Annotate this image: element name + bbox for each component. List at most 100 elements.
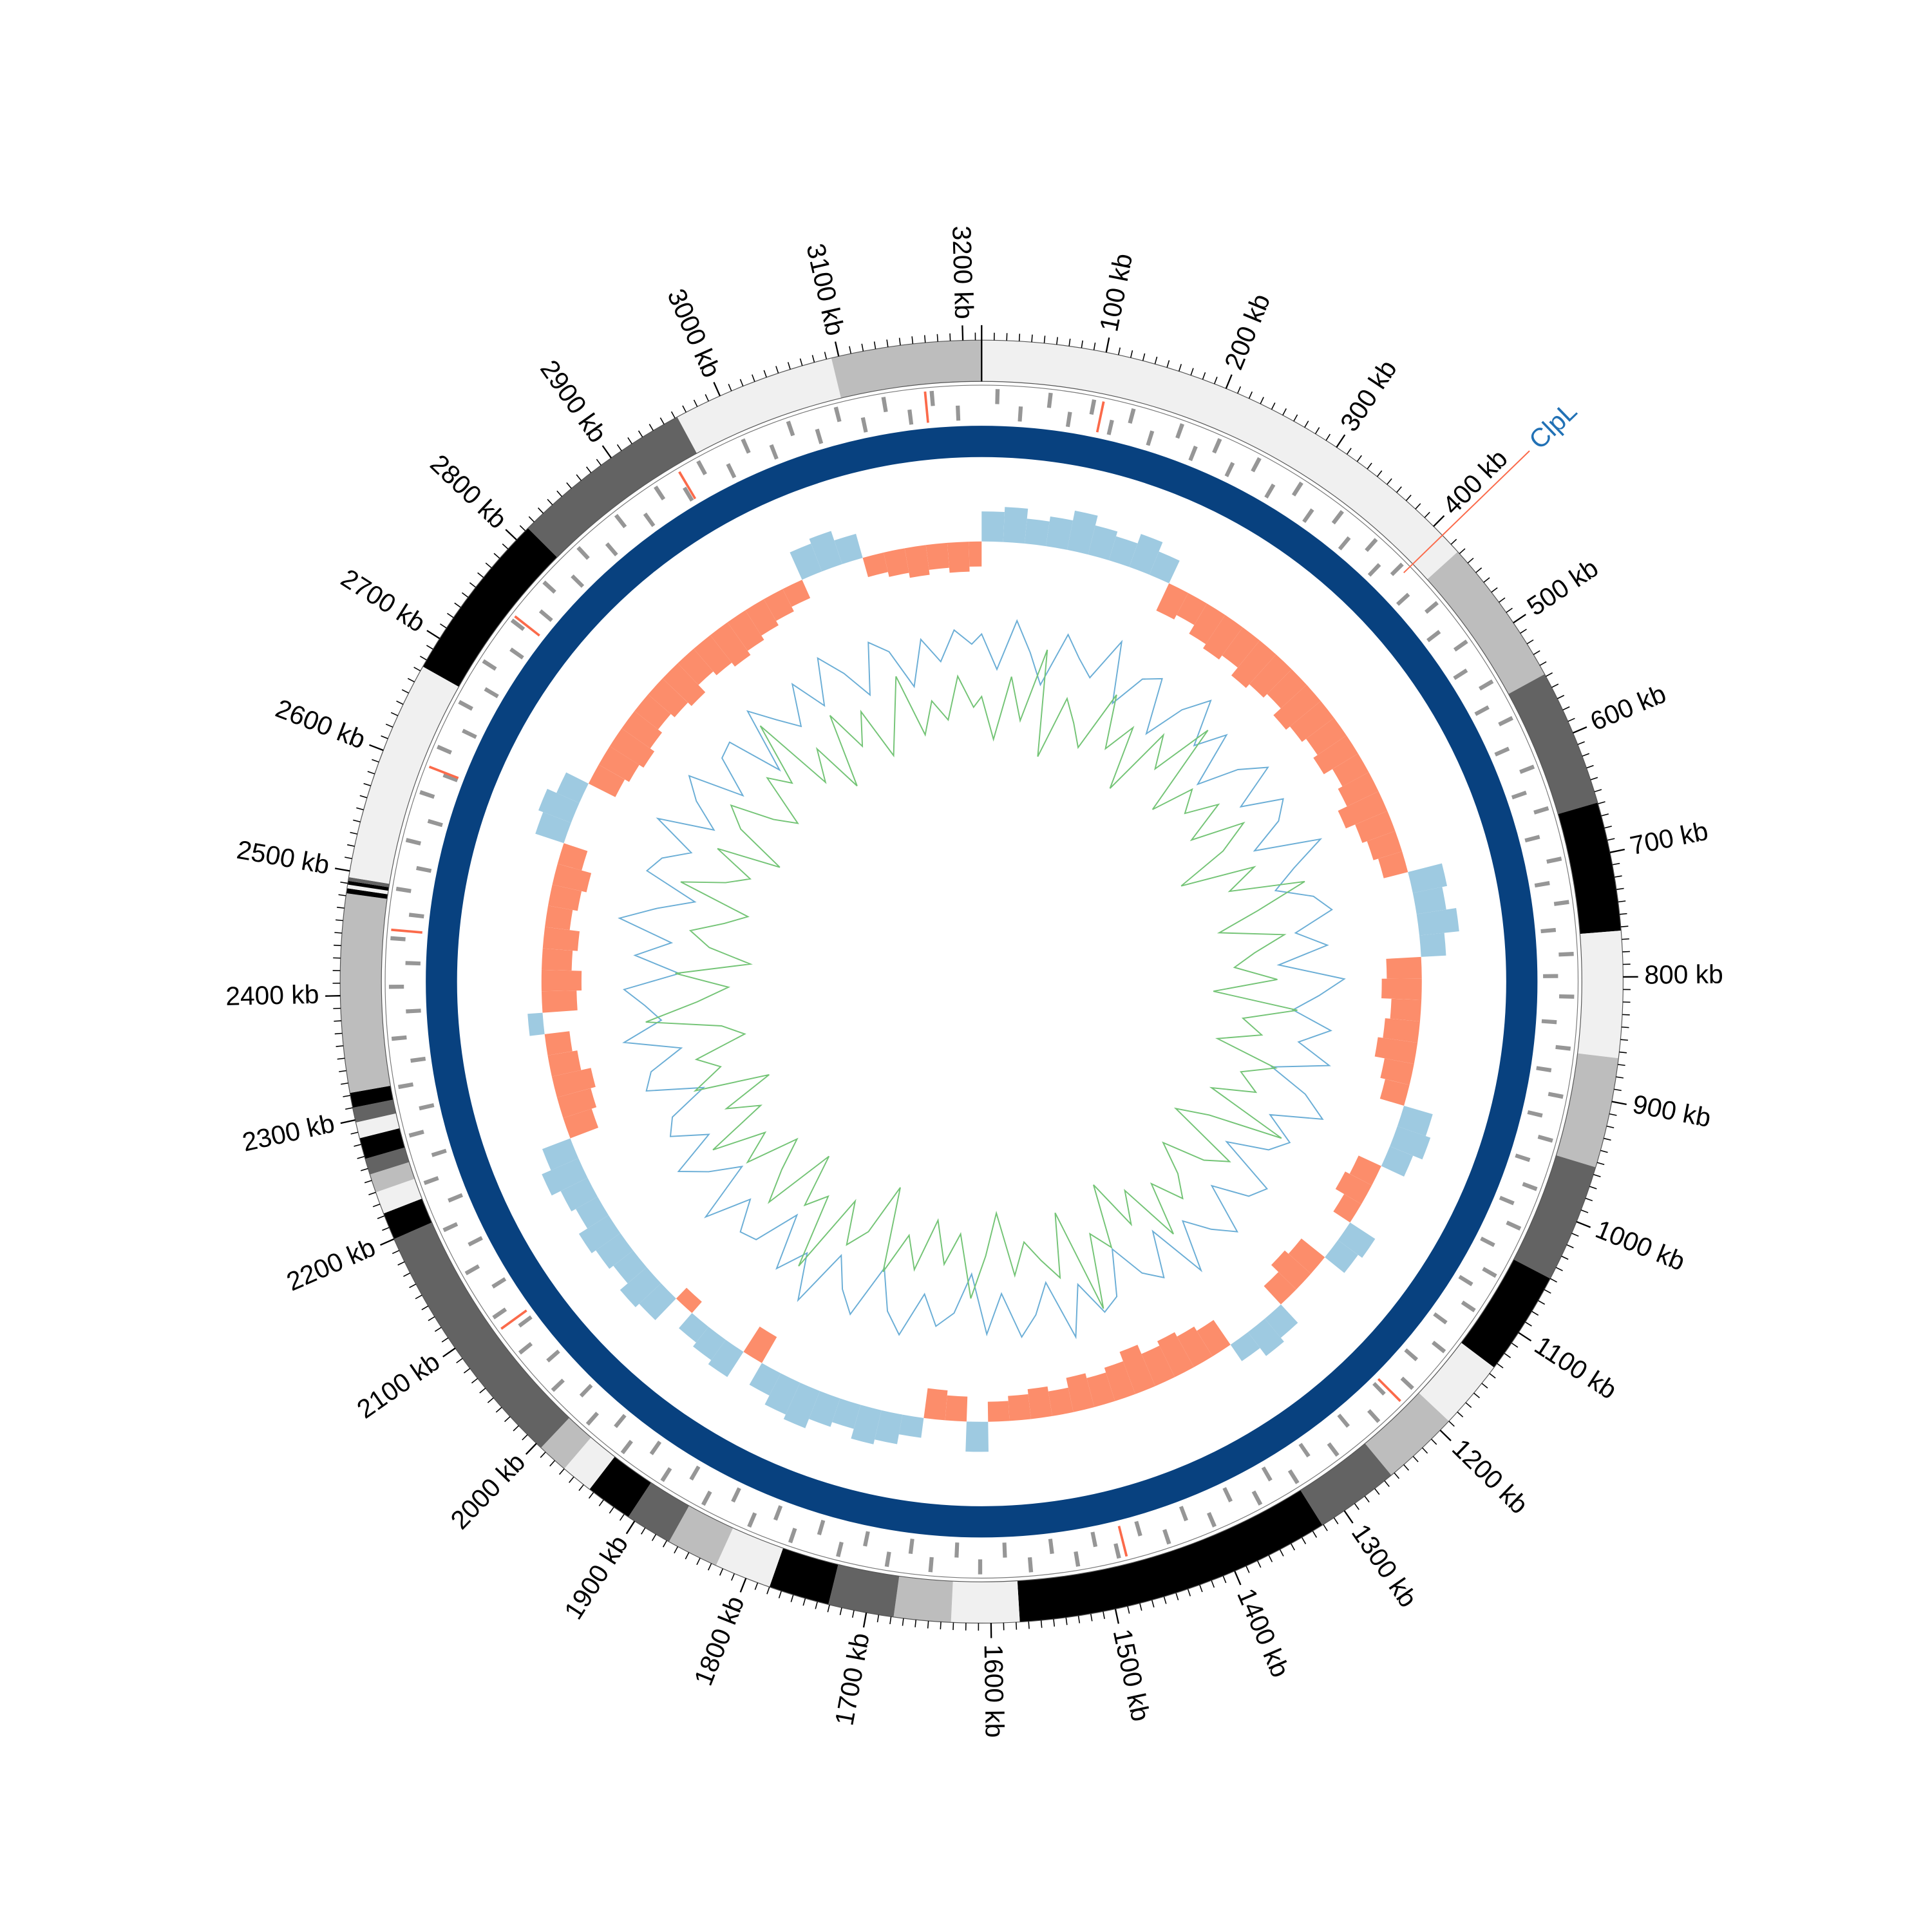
forward-feature bbox=[614, 513, 627, 529]
forward-feature bbox=[654, 486, 666, 501]
skew-bar bbox=[1367, 831, 1403, 860]
minor-tick bbox=[528, 516, 535, 523]
minor-tick bbox=[502, 544, 509, 550]
minor-tick bbox=[409, 1283, 417, 1289]
reverse-feature bbox=[726, 463, 737, 478]
major-tick bbox=[862, 1612, 867, 1628]
ideogram-band bbox=[347, 880, 389, 891]
ideogram-band bbox=[564, 1437, 615, 1490]
major-tick bbox=[834, 341, 840, 357]
tick-label: 2400 kb bbox=[225, 980, 319, 1011]
skew-bar bbox=[851, 1405, 882, 1444]
minor-tick bbox=[598, 1499, 604, 1506]
minor-tick bbox=[1016, 1622, 1018, 1630]
skew-bar bbox=[1156, 583, 1189, 620]
minor-tick bbox=[1374, 1488, 1380, 1495]
minor-tick bbox=[728, 384, 732, 392]
reverse-feature bbox=[1433, 1312, 1448, 1325]
skew-bar bbox=[621, 711, 663, 749]
minor-tick bbox=[339, 1070, 346, 1072]
major-tick bbox=[1609, 848, 1625, 853]
forward-feature bbox=[1212, 438, 1222, 454]
reverse-feature bbox=[468, 1236, 483, 1247]
ideogram-band bbox=[1461, 1259, 1551, 1368]
major-tick bbox=[442, 1347, 456, 1358]
minor-tick bbox=[940, 1622, 942, 1630]
minor-tick bbox=[1268, 1555, 1273, 1562]
minor-tick bbox=[851, 1610, 855, 1618]
reverse-feature bbox=[1002, 1542, 1007, 1558]
forward-feature bbox=[1425, 601, 1439, 614]
skew-bar bbox=[693, 1327, 726, 1360]
minor-tick bbox=[693, 399, 698, 407]
ideogram-band bbox=[340, 893, 391, 1094]
highlight-feature bbox=[1095, 401, 1105, 433]
minor-tick bbox=[1304, 421, 1309, 428]
minor-tick bbox=[1093, 342, 1096, 350]
forward-feature bbox=[620, 1439, 633, 1455]
skew-bar bbox=[875, 1410, 903, 1444]
minor-tick bbox=[397, 1261, 405, 1266]
minor-tick bbox=[682, 405, 687, 413]
skew-bar bbox=[1247, 1318, 1284, 1356]
minor-tick bbox=[1290, 1543, 1295, 1551]
reverse-feature bbox=[956, 405, 961, 421]
minor-tick bbox=[1459, 548, 1466, 554]
minor-tick bbox=[1546, 672, 1553, 677]
minor-tick bbox=[1323, 1524, 1328, 1531]
reverse-feature bbox=[954, 1542, 960, 1558]
minor-tick bbox=[1506, 607, 1513, 613]
forward-feature bbox=[1207, 1511, 1217, 1528]
ideogram-band bbox=[1508, 674, 1598, 815]
minor-tick bbox=[1620, 1039, 1628, 1041]
major-tick bbox=[601, 445, 612, 459]
ideogram-band bbox=[355, 1113, 400, 1139]
minor-tick bbox=[334, 944, 341, 947]
reverse-feature bbox=[1536, 1066, 1552, 1073]
minor-tick bbox=[839, 1607, 842, 1615]
reverse-feature bbox=[491, 1277, 507, 1289]
tick-label: 800 kb bbox=[1644, 960, 1723, 990]
minor-tick bbox=[1616, 887, 1624, 890]
minor-tick bbox=[651, 1534, 657, 1541]
minor-tick bbox=[372, 759, 379, 763]
minor-tick bbox=[357, 1156, 365, 1159]
skew-bar bbox=[1381, 1146, 1414, 1177]
minor-tick bbox=[1178, 364, 1182, 372]
reverse-feature bbox=[579, 1383, 593, 1397]
skew-bar bbox=[556, 772, 589, 803]
minor-tick bbox=[1609, 1113, 1617, 1116]
major-tick bbox=[340, 1119, 355, 1124]
forward-feature bbox=[786, 421, 795, 437]
highlight-feature bbox=[1117, 1526, 1128, 1557]
minor-tick bbox=[1590, 777, 1598, 781]
reverse-feature bbox=[546, 1349, 560, 1363]
skew-bar bbox=[1066, 1373, 1095, 1412]
minor-tick bbox=[1586, 764, 1594, 769]
skew-bar bbox=[1008, 1394, 1031, 1421]
reverse-feature bbox=[683, 486, 694, 502]
minor-tick bbox=[1202, 372, 1206, 380]
reverse-feature bbox=[448, 1193, 463, 1203]
forward-feature bbox=[1367, 1409, 1381, 1423]
minor-tick bbox=[549, 1460, 556, 1467]
skew-bar bbox=[542, 948, 573, 971]
major-tick bbox=[1225, 374, 1233, 389]
minor-tick bbox=[754, 1582, 759, 1590]
reverse-feature bbox=[427, 819, 443, 828]
minor-tick bbox=[911, 336, 914, 344]
major-tick bbox=[369, 744, 384, 752]
minor-tick bbox=[356, 807, 364, 811]
ideogram-band bbox=[527, 417, 697, 558]
skew-bar bbox=[1108, 536, 1138, 567]
major-tick bbox=[625, 1520, 636, 1535]
forward-feature bbox=[1533, 806, 1549, 815]
minor-tick bbox=[493, 553, 500, 559]
reverse-feature bbox=[1222, 1487, 1233, 1502]
minor-tick bbox=[876, 1615, 880, 1623]
minor-tick bbox=[1511, 1342, 1519, 1348]
reverse-feature bbox=[1106, 419, 1114, 435]
minor-tick bbox=[337, 1057, 345, 1060]
skew-bar bbox=[1349, 1155, 1381, 1186]
minor-tick bbox=[927, 1620, 929, 1629]
